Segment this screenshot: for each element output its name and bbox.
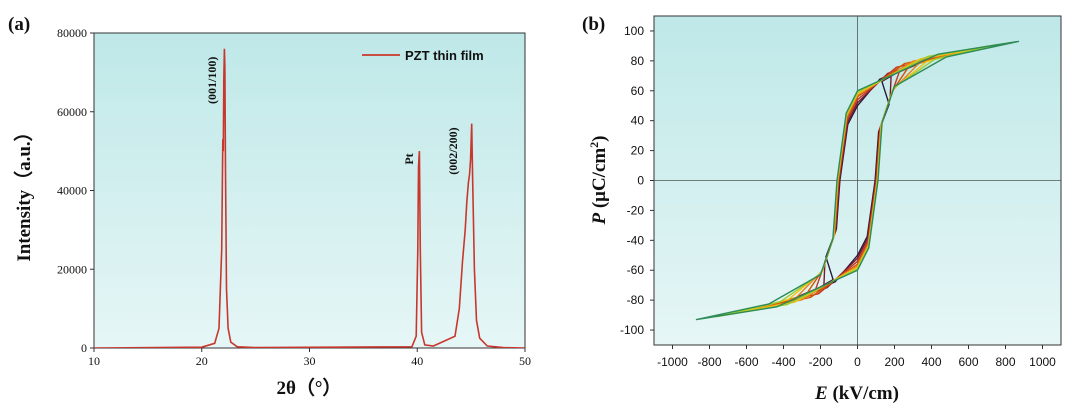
ticks-b: -1000 -800 -600 -400 -200 0 200 400 600 800 1000-1… bbox=[620, 24, 1056, 369]
x-tick-label-b-3: -400 bbox=[771, 355, 795, 369]
y-tick-label-a-4: 80000 bbox=[57, 26, 87, 40]
y-axis-symbol-b: P bbox=[589, 213, 610, 226]
y-tick-label-a-3: 60000 bbox=[57, 105, 87, 119]
peak-label-1: Pt bbox=[402, 153, 416, 164]
annotations-a: (001/100) Pt (002/200) bbox=[205, 57, 460, 175]
y-axis-exp-b: 2 bbox=[587, 142, 601, 148]
peak-label-0: (001/100) bbox=[205, 57, 219, 104]
x-tick-label-b-5: 0 bbox=[854, 355, 861, 369]
y-tick-label-a-2: 40000 bbox=[57, 184, 87, 198]
y-tick-label-b-7: 40 bbox=[631, 114, 645, 128]
x-tick-label-b-4: -200 bbox=[808, 355, 832, 369]
x-tick-label-a-1: 20 bbox=[196, 354, 208, 368]
x-tick-label-b-9: 800 bbox=[995, 355, 1015, 369]
panel-label-a: (a) bbox=[8, 14, 30, 35]
hysteresis-loop-7 bbox=[695, 40, 1020, 321]
y-tick-label-b-3: -40 bbox=[627, 233, 645, 247]
x-tick-label-b-1: -800 bbox=[697, 355, 721, 369]
panel-a: (a) 10 20 30 40 50 0 20000 40000 60000 80000 PZT … bbox=[8, 14, 531, 399]
y-axis-close-b: ) bbox=[589, 135, 610, 141]
x-tick-label-b-10: 1000 bbox=[1029, 355, 1056, 369]
y-tick-label-b-0: -100 bbox=[620, 323, 644, 337]
y-axis-title-a: Intensity（a.u.） bbox=[12, 122, 35, 261]
y-tick-label-b-2: -60 bbox=[627, 263, 645, 277]
y-tick-label-b-5: 0 bbox=[637, 174, 644, 188]
y-tick-label-a-0: 0 bbox=[81, 341, 87, 355]
y-axis-title-b: P (μC/cm2) bbox=[587, 135, 610, 225]
x-tick-label-b-8: 600 bbox=[958, 355, 978, 369]
x-tick-label-b-6: 200 bbox=[884, 355, 904, 369]
y-tick-label-b-1: -80 bbox=[627, 293, 645, 307]
x-tick-label-a-4: 50 bbox=[519, 354, 531, 368]
x-tick-label-a-2: 30 bbox=[304, 354, 316, 368]
ticks-a: 10 20 30 40 50 0 20000 40000 60000 80000 bbox=[57, 26, 531, 368]
x-axis-unit-b: (kV/cm) bbox=[828, 383, 899, 404]
peak-label-2: (002/200) bbox=[446, 127, 460, 174]
y-tick-label-b-8: 60 bbox=[631, 84, 645, 98]
y-tick-label-b-9: 80 bbox=[631, 54, 645, 68]
y-tick-label-a-1: 20000 bbox=[57, 262, 87, 276]
legend-label-pzt: PZT thin film bbox=[405, 48, 484, 63]
x-tick-label-b-2: -600 bbox=[734, 355, 758, 369]
x-tick-label-b-0: -1000 bbox=[657, 355, 688, 369]
panel-label-b: (b) bbox=[582, 14, 605, 35]
x-axis-title-a: 2θ（°） bbox=[276, 376, 341, 399]
y-tick-label-b-6: 20 bbox=[631, 144, 645, 158]
x-tick-label-b-7: 400 bbox=[921, 355, 941, 369]
x-tick-label-a-0: 10 bbox=[88, 354, 100, 368]
legend-a: PZT thin film bbox=[362, 48, 484, 63]
x-tick-label-a-3: 40 bbox=[411, 354, 423, 368]
y-axis-unit-b: (μC/cm bbox=[589, 148, 610, 213]
y-tick-label-b-10: 100 bbox=[624, 24, 644, 38]
hysteresis-loops bbox=[695, 40, 1020, 321]
xrd-series-line bbox=[94, 48, 525, 348]
plot-area-a bbox=[93, 32, 526, 349]
x-axis-symbol-b: E bbox=[814, 383, 828, 404]
panel-b: (b) -1000 -800 -600 -400 -200 0 200 400 600 800 10… bbox=[582, 14, 1062, 404]
y-tick-label-b-4: -20 bbox=[627, 203, 645, 217]
x-axis-title-b: E (kV/cm) bbox=[814, 383, 899, 404]
